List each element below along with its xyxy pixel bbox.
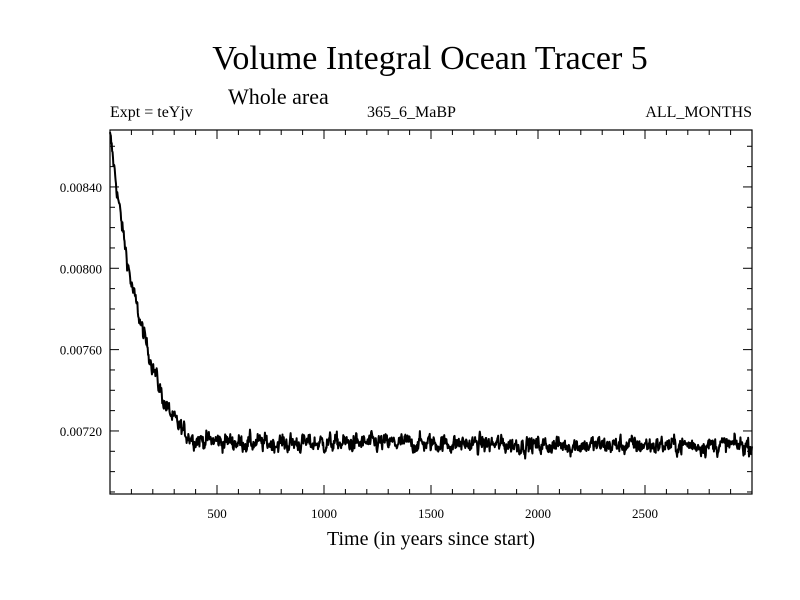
x-tick-label: 1000 [311,506,337,521]
y-tick-label: 0.00720 [60,424,102,439]
chart-subtitle: Whole area [228,84,329,109]
x-tick-label: 2000 [525,506,551,521]
chart-title: Volume Integral Ocean Tracer 5 [212,40,648,77]
x-tick-label: 2500 [632,506,658,521]
y-tick-label: 0.00760 [60,343,102,358]
months-label: ALL_MONTHS [645,104,752,121]
y-tick-label: 0.00840 [60,180,102,195]
x-tick-label: 1500 [418,506,444,521]
y-tick-label: 0.00800 [60,261,102,276]
experiment-label: Expt = teYjv [110,104,193,121]
plot-content [109,131,753,460]
x-tick-label: 500 [207,506,227,521]
run-label: 365_6_MaBP [367,104,456,121]
series-line [109,131,753,460]
x-axis-title: Time (in years since start) [327,528,535,550]
axis-ticks: 500 1000 1500 2000 2500 0.00720 0.00760 0.00800… [60,130,752,521]
